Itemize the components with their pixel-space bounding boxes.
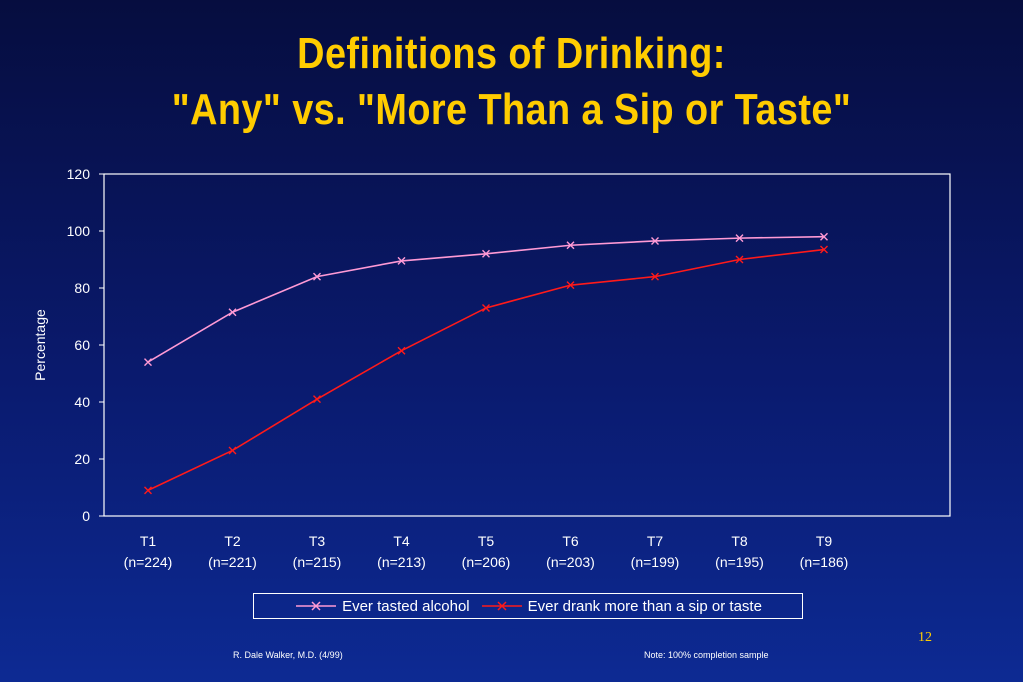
y-tick-label: 80 [74,280,90,296]
x-tick-label: T1 [140,533,157,549]
x-tick-label: T2 [224,533,241,549]
legend-swatch-series-1-icon [296,601,337,611]
x-tick-sublabel: (n=215) [293,554,342,570]
data-point-marker [313,395,321,404]
x-tick-sublabel: (n=199) [631,554,680,570]
x-tick-sublabel: (n=224) [124,554,173,570]
title-line-2: "Any" vs. "More Than a Sip or Taste" [171,85,852,134]
x-tick-label: T8 [731,533,748,549]
x-tick-label: T7 [647,533,664,549]
x-tick-sublabel: (n=186) [800,554,849,570]
legend-label-series-2: Ever drank more than a sip or taste [527,597,762,615]
data-point-marker [228,446,237,455]
data-point-marker [397,346,406,355]
y-tick-label: 40 [74,394,90,410]
data-point-marker [313,272,321,281]
title-line-1: Definitions of Drinking: [297,29,726,78]
data-point-marker [144,486,152,495]
data-point-marker [566,241,575,250]
y-tick-label: 60 [74,337,90,353]
x-tick-sublabel: (n=221) [208,554,257,570]
data-point-marker [820,232,828,241]
x-tick-label: T4 [393,533,410,549]
y-tick-label: 20 [74,451,90,467]
data-point-marker [482,249,490,258]
page-number: 12 [918,630,932,645]
y-axis-label: Percentage [32,309,48,381]
footer-note: Note: 100% completion sample [644,650,769,660]
data-point-marker [820,245,828,254]
x-tick-sublabel: (n=206) [462,554,511,570]
y-tick-label: 100 [67,223,91,239]
series-line-1 [147,235,825,363]
legend-swatch-series-2-icon [481,601,522,611]
y-tick-label: 0 [82,508,90,524]
data-point-marker [735,255,744,264]
footer-author: R. Dale Walker, M.D. (4/99) [233,650,343,660]
slide-title: Definitions of Drinking: "Any" vs. "More… [72,26,952,138]
chart-legend: Ever tasted alcohol Ever drank more than… [253,593,803,619]
data-point-marker [651,236,659,245]
data-point-marker [735,234,744,243]
x-tick-label: T3 [309,533,326,549]
data-point-marker [228,308,237,317]
legend-item-series-2: Ever drank more than a sip or taste [480,598,762,615]
x-tick-sublabel: (n=195) [715,554,764,570]
data-point-marker [566,281,575,290]
data-point-marker [651,272,659,281]
x-tick-sublabel: (n=213) [377,554,426,570]
series-line-2 [147,248,825,492]
x-tick-label: T9 [816,533,833,549]
data-point-marker [397,256,406,265]
data-point-marker [482,303,490,312]
x-tick-label: T5 [478,533,495,549]
data-point-marker [144,358,152,367]
x-tick-sublabel: (n=203) [546,554,595,570]
plot-area-frame [103,173,951,517]
x-tick-label: T6 [562,533,579,549]
legend-label-series-1: Ever tasted alcohol [342,597,470,615]
legend-item-series-1: Ever tasted alcohol [294,598,470,615]
y-tick-label: 120 [67,166,91,182]
